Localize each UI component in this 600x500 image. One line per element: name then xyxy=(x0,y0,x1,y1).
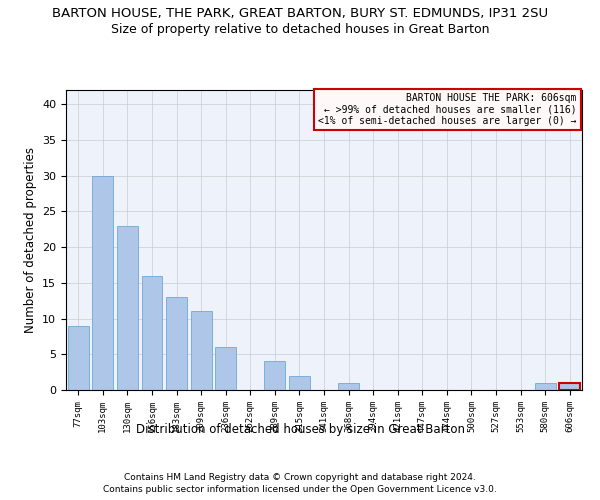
Bar xyxy=(166,297,187,390)
Bar xyxy=(142,276,163,390)
Text: Distribution of detached houses by size in Great Barton: Distribution of detached houses by size … xyxy=(136,422,464,436)
Bar xyxy=(191,312,212,390)
Text: BARTON HOUSE THE PARK: 606sqm
← >99% of detached houses are smaller (116)
<1% of: BARTON HOUSE THE PARK: 606sqm ← >99% of … xyxy=(319,93,577,126)
Bar xyxy=(68,326,89,390)
Text: Size of property relative to detached houses in Great Barton: Size of property relative to detached ho… xyxy=(111,22,489,36)
Bar xyxy=(535,383,556,390)
Text: BARTON HOUSE, THE PARK, GREAT BARTON, BURY ST. EDMUNDS, IP31 2SU: BARTON HOUSE, THE PARK, GREAT BARTON, BU… xyxy=(52,8,548,20)
Bar xyxy=(117,226,138,390)
Bar xyxy=(92,176,113,390)
Bar xyxy=(338,383,359,390)
Bar xyxy=(289,376,310,390)
Bar xyxy=(215,347,236,390)
Y-axis label: Number of detached properties: Number of detached properties xyxy=(23,147,37,333)
Text: Contains HM Land Registry data © Crown copyright and database right 2024.: Contains HM Land Registry data © Crown c… xyxy=(124,472,476,482)
Bar xyxy=(559,383,580,390)
Text: Contains public sector information licensed under the Open Government Licence v3: Contains public sector information licen… xyxy=(103,485,497,494)
Bar xyxy=(265,362,286,390)
